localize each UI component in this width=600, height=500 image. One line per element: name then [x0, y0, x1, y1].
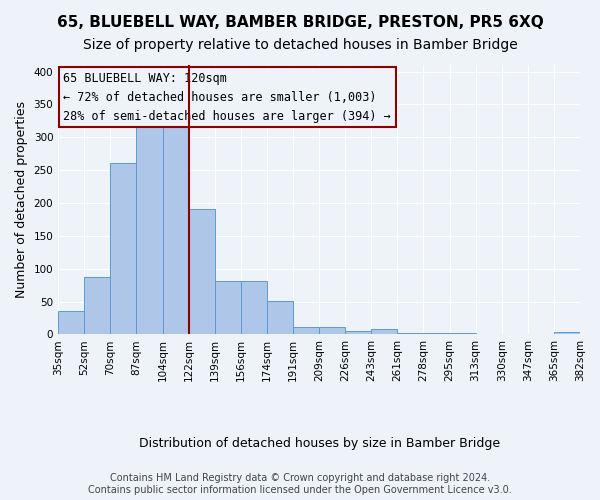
Bar — [554, 332, 580, 334]
Text: Contains HM Land Registry data © Crown copyright and database right 2024.
Contai: Contains HM Land Registry data © Crown c… — [88, 474, 512, 495]
Bar — [136, 121, 163, 334]
Bar — [58, 312, 84, 334]
Text: 65 BLUEBELL WAY: 120sqm
← 72% of detached houses are smaller (1,003)
28% of semi: 65 BLUEBELL WAY: 120sqm ← 72% of detache… — [64, 72, 391, 122]
Y-axis label: Number of detached properties: Number of detached properties — [15, 101, 28, 298]
Bar — [267, 301, 293, 334]
Bar — [188, 209, 215, 334]
Bar — [241, 281, 267, 334]
Text: 65, BLUEBELL WAY, BAMBER BRIDGE, PRESTON, PR5 6XQ: 65, BLUEBELL WAY, BAMBER BRIDGE, PRESTON… — [56, 15, 544, 30]
X-axis label: Distribution of detached houses by size in Bamber Bridge: Distribution of detached houses by size … — [139, 437, 500, 450]
Bar — [424, 333, 449, 334]
Bar — [215, 281, 241, 334]
Bar — [345, 330, 371, 334]
Bar — [293, 327, 319, 334]
Bar — [163, 118, 188, 334]
Bar — [371, 329, 397, 334]
Text: Size of property relative to detached houses in Bamber Bridge: Size of property relative to detached ho… — [83, 38, 517, 52]
Bar — [319, 326, 345, 334]
Bar — [110, 163, 136, 334]
Bar — [397, 333, 424, 334]
Bar — [84, 276, 110, 334]
Bar — [449, 333, 476, 334]
